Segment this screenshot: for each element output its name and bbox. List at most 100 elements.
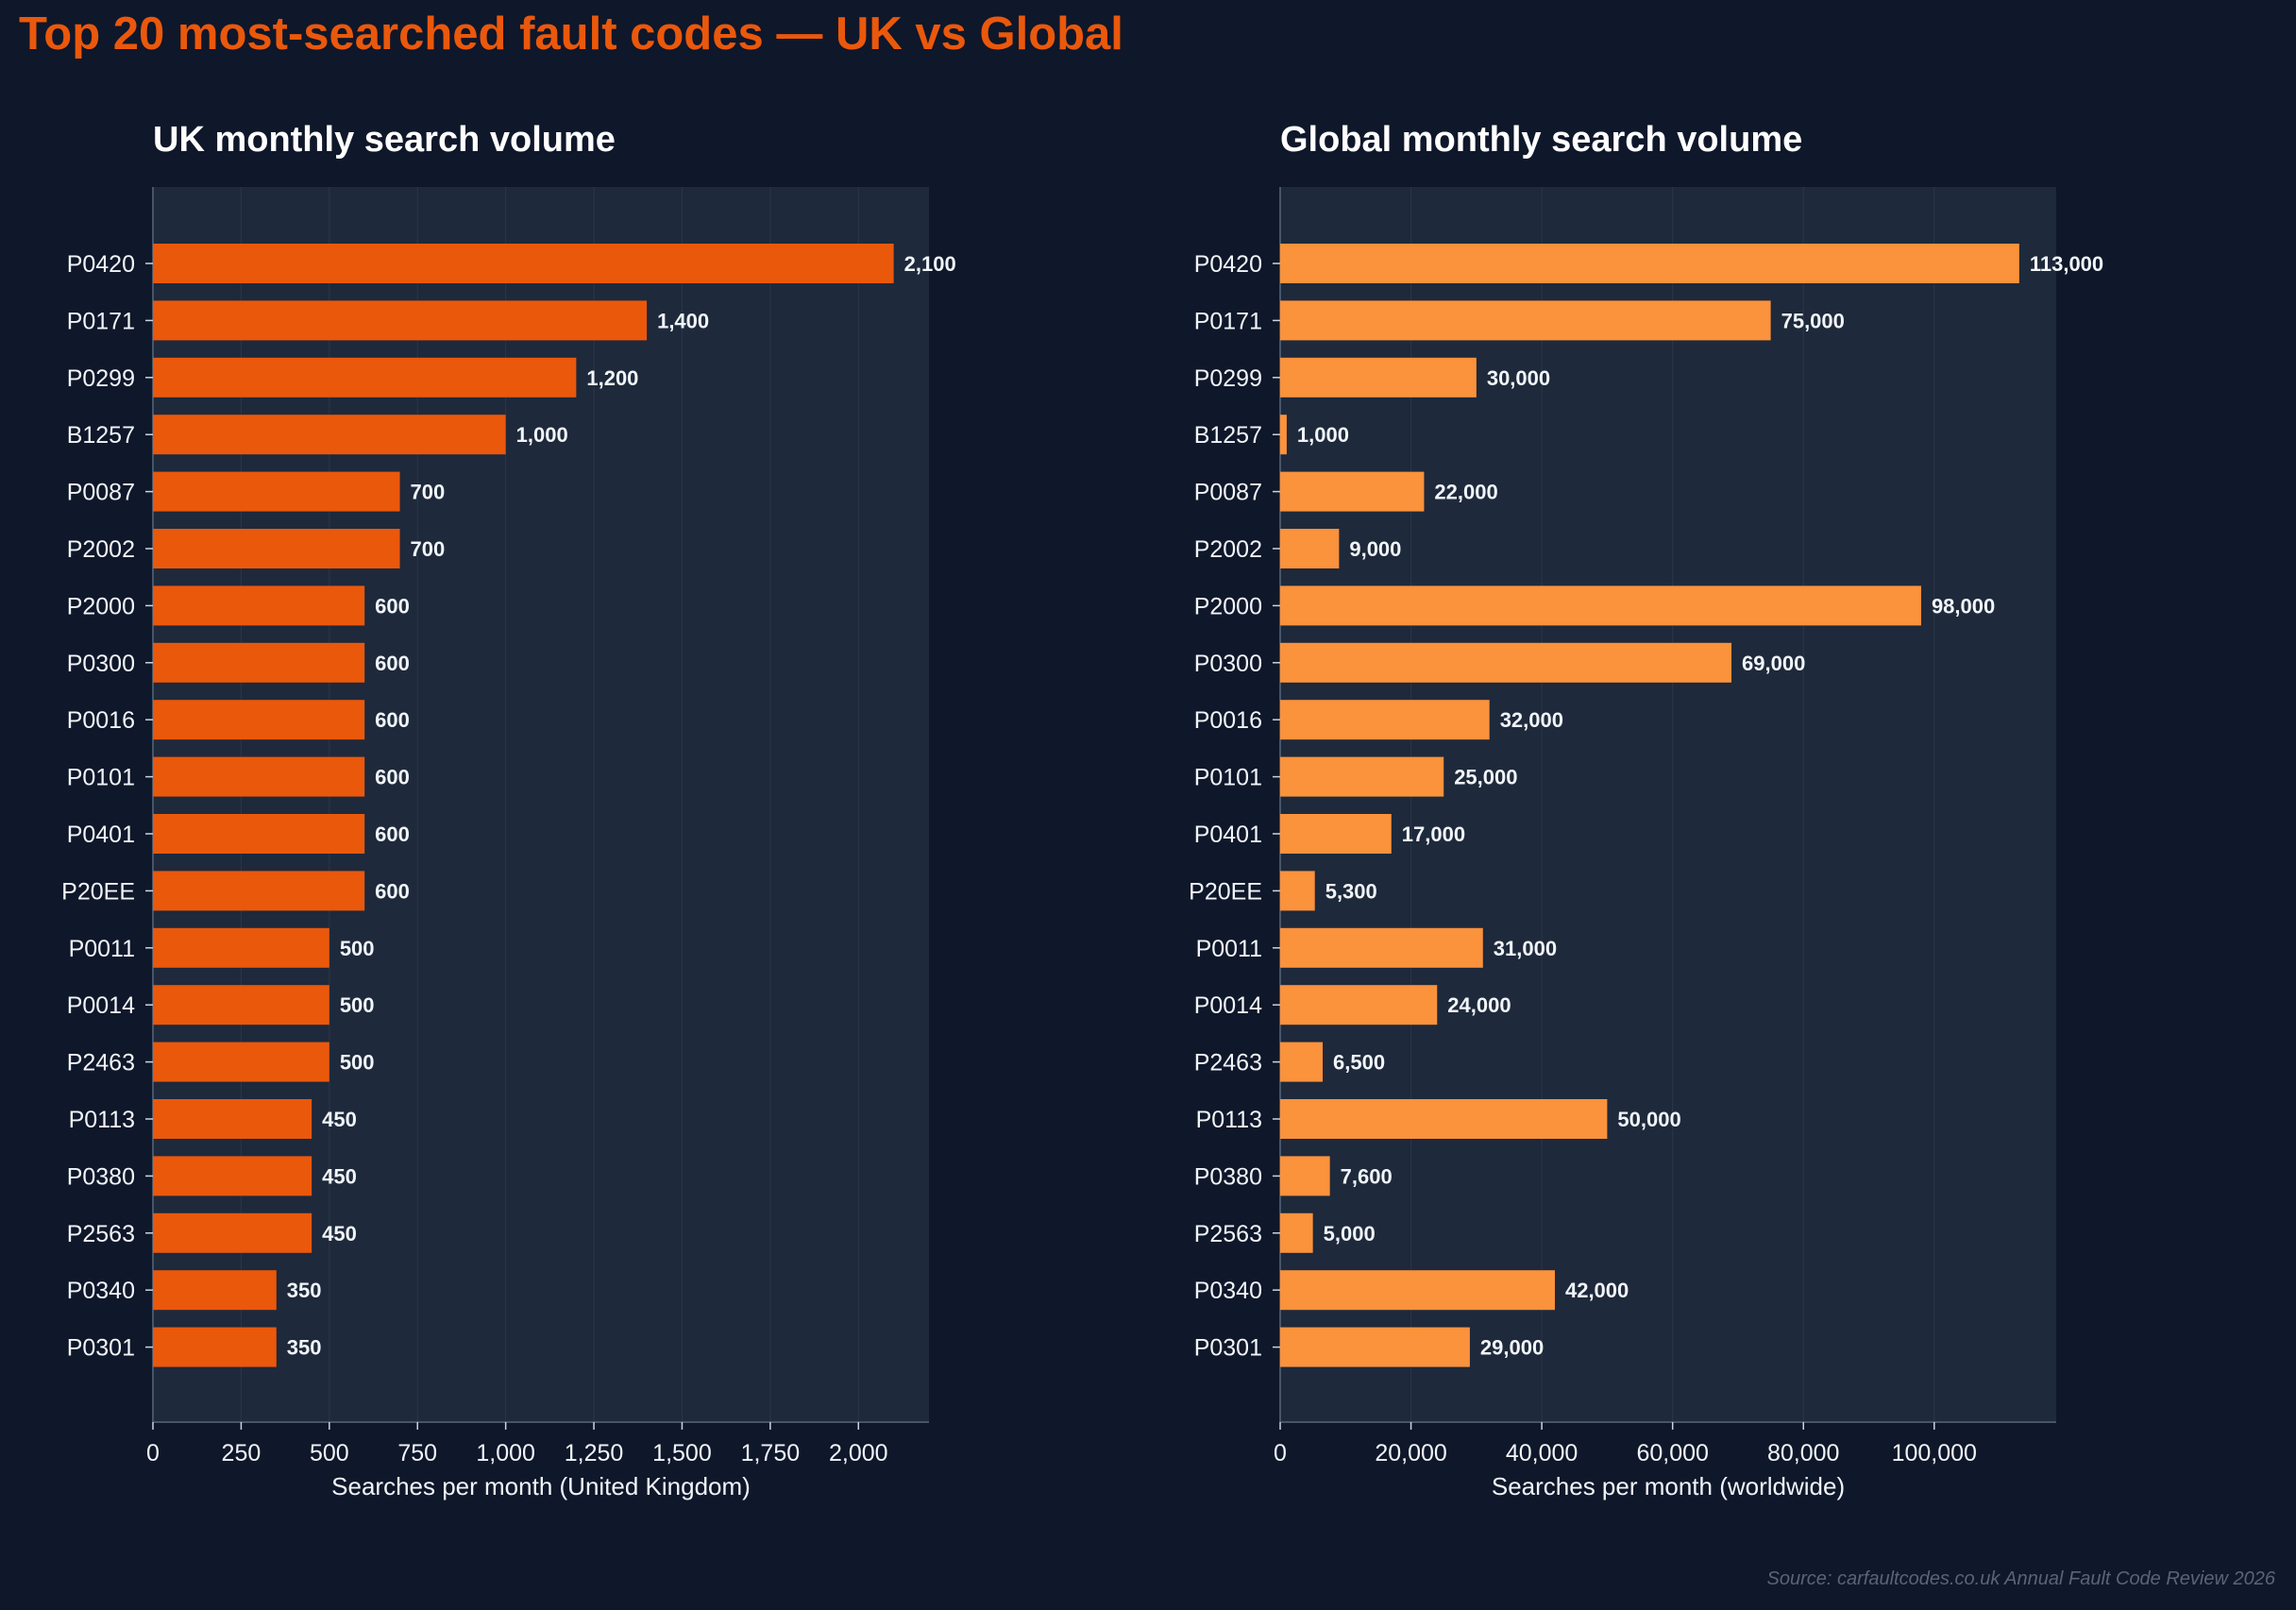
global-x-tick-label: 20,000 [1375, 1440, 1446, 1466]
uk-category-label: P2000 [67, 593, 135, 619]
global-value-label: 30,000 [1487, 366, 1550, 390]
global-x-tick-label: 40,000 [1506, 1440, 1578, 1466]
global-value-label: 98,000 [1932, 594, 1995, 618]
uk-x-tick-label: 750 [397, 1440, 437, 1466]
global-category-label: P0299 [1194, 365, 1262, 392]
global-category-label: P2002 [1194, 536, 1262, 563]
global-bar [1280, 1099, 1608, 1139]
global-bar [1280, 700, 1490, 740]
uk-category-label: P0340 [67, 1278, 135, 1304]
global-value-label: 32,000 [1500, 708, 1563, 732]
uk-category-label: P0401 [67, 822, 135, 848]
global-x-tick-label: 80,000 [1767, 1440, 1839, 1466]
uk-bar [153, 814, 365, 854]
global-category-label: P0113 [1196, 1107, 1262, 1133]
uk-bar [153, 415, 506, 455]
global-chart-title: Global monthly search volume [1280, 120, 1802, 160]
uk-category-label: P0087 [67, 480, 135, 506]
uk-category-label: P0014 [67, 992, 135, 1019]
uk-x-tick-label: 1,250 [565, 1440, 624, 1466]
uk-value-label: 500 [340, 1051, 375, 1075]
uk-x-tick-label: 1,750 [741, 1440, 801, 1466]
uk-bar [153, 756, 365, 797]
uk-value-label: 500 [340, 993, 375, 1017]
uk-value-label: 450 [322, 1108, 357, 1131]
global-bar [1280, 1212, 1313, 1253]
uk-bar [153, 985, 329, 1025]
global-value-label: 113,000 [2030, 252, 2103, 276]
global-category-label: P0401 [1194, 822, 1262, 848]
uk-bar [153, 700, 365, 740]
uk-bar [153, 1270, 277, 1311]
uk-value-label: 1,200 [586, 366, 638, 390]
global-bar [1280, 642, 1732, 683]
source-note: Source: carfaultcodes.co.uk Annual Fault… [1766, 1568, 2275, 1589]
uk-bar [153, 642, 365, 683]
uk-bar [153, 1042, 329, 1082]
global-category-label: P20EE [1189, 878, 1262, 905]
global-bar [1280, 871, 1315, 911]
uk-value-label: 600 [375, 822, 410, 846]
uk-category-label: P2563 [67, 1221, 135, 1247]
uk-value-label: 700 [411, 481, 446, 504]
uk-bar [153, 585, 365, 626]
uk-x-tick-label: 250 [222, 1440, 262, 1466]
global-value-label: 42,000 [1565, 1279, 1629, 1302]
uk-category-label: B1257 [67, 422, 135, 449]
uk-value-label: 600 [375, 652, 410, 675]
uk-category-label: P0016 [67, 707, 135, 734]
uk-bar [153, 1156, 312, 1196]
uk-bar [153, 529, 400, 568]
global-bar [1280, 300, 1771, 341]
global-value-label: 5,000 [1324, 1222, 1376, 1246]
uk-value-label: 600 [375, 766, 410, 789]
global-value-label: 25,000 [1454, 766, 1517, 789]
global-bar [1280, 471, 1425, 512]
uk-category-label: P0113 [69, 1107, 135, 1133]
uk-x-tick-label: 500 [310, 1440, 349, 1466]
global-value-label: 17,000 [1402, 822, 1465, 846]
uk-bar [153, 1212, 312, 1253]
global-bar [1280, 585, 1921, 626]
global-value-label: 50,000 [1617, 1108, 1680, 1131]
uk-category-label: P0420 [67, 251, 135, 278]
global-x-tick-label: 60,000 [1636, 1440, 1708, 1466]
uk-category-label: P20EE [61, 878, 135, 905]
uk-category-label: P0101 [67, 765, 135, 791]
global-category-label: P0171 [1194, 308, 1262, 334]
global-value-label: 9,000 [1349, 537, 1401, 561]
global-category-label: P0420 [1194, 251, 1262, 278]
uk-value-label: 1,400 [657, 309, 709, 332]
global-category-label: P0014 [1194, 992, 1262, 1019]
global-value-label: 69,000 [1742, 652, 1805, 675]
uk-x-tick-label: 0 [146, 1440, 160, 1466]
global-x-tick-label: 0 [1274, 1440, 1287, 1466]
uk-value-label: 600 [375, 879, 410, 903]
global-category-label: P0016 [1194, 707, 1262, 734]
global-category-label: P0380 [1194, 1163, 1262, 1190]
uk-category-label: P2002 [67, 536, 135, 563]
global-value-label: 1,000 [1297, 423, 1349, 447]
global-category-label: B1257 [1194, 422, 1262, 449]
uk-bar [153, 471, 400, 512]
uk-bar [153, 871, 365, 911]
global-bar [1280, 756, 1444, 797]
uk-category-label: P0380 [67, 1163, 135, 1190]
uk-x-tick-label: 1,000 [476, 1440, 535, 1466]
global-category-label: P2563 [1194, 1221, 1262, 1247]
uk-category-label: P0300 [67, 651, 135, 677]
uk-value-label: 450 [322, 1222, 357, 1246]
uk-value-label: 600 [375, 594, 410, 618]
uk-x-tick-label: 1,500 [652, 1440, 712, 1466]
global-category-label: P0340 [1194, 1278, 1262, 1304]
global-bar [1280, 357, 1477, 398]
global-bar [1280, 1156, 1330, 1196]
global-bar [1280, 1327, 1470, 1367]
global-category-label: P0101 [1194, 765, 1262, 791]
global-value-label: 75,000 [1781, 309, 1845, 332]
uk-bar [153, 1327, 277, 1367]
global-value-label: 6,500 [1333, 1051, 1385, 1075]
global-value-label: 7,600 [1341, 1164, 1393, 1188]
uk-category-label: P0011 [69, 936, 135, 962]
